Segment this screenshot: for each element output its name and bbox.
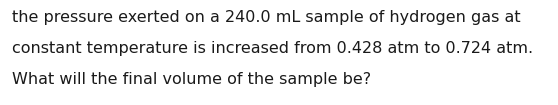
Text: the pressure exerted on a 240.0 mL sample of hydrogen gas at: the pressure exerted on a 240.0 mL sampl… bbox=[12, 10, 521, 25]
Text: constant temperature is increased from 0.428 atm to 0.724 atm.: constant temperature is increased from 0… bbox=[12, 41, 533, 56]
Text: What will the final volume of the sample be?: What will the final volume of the sample… bbox=[12, 72, 371, 87]
